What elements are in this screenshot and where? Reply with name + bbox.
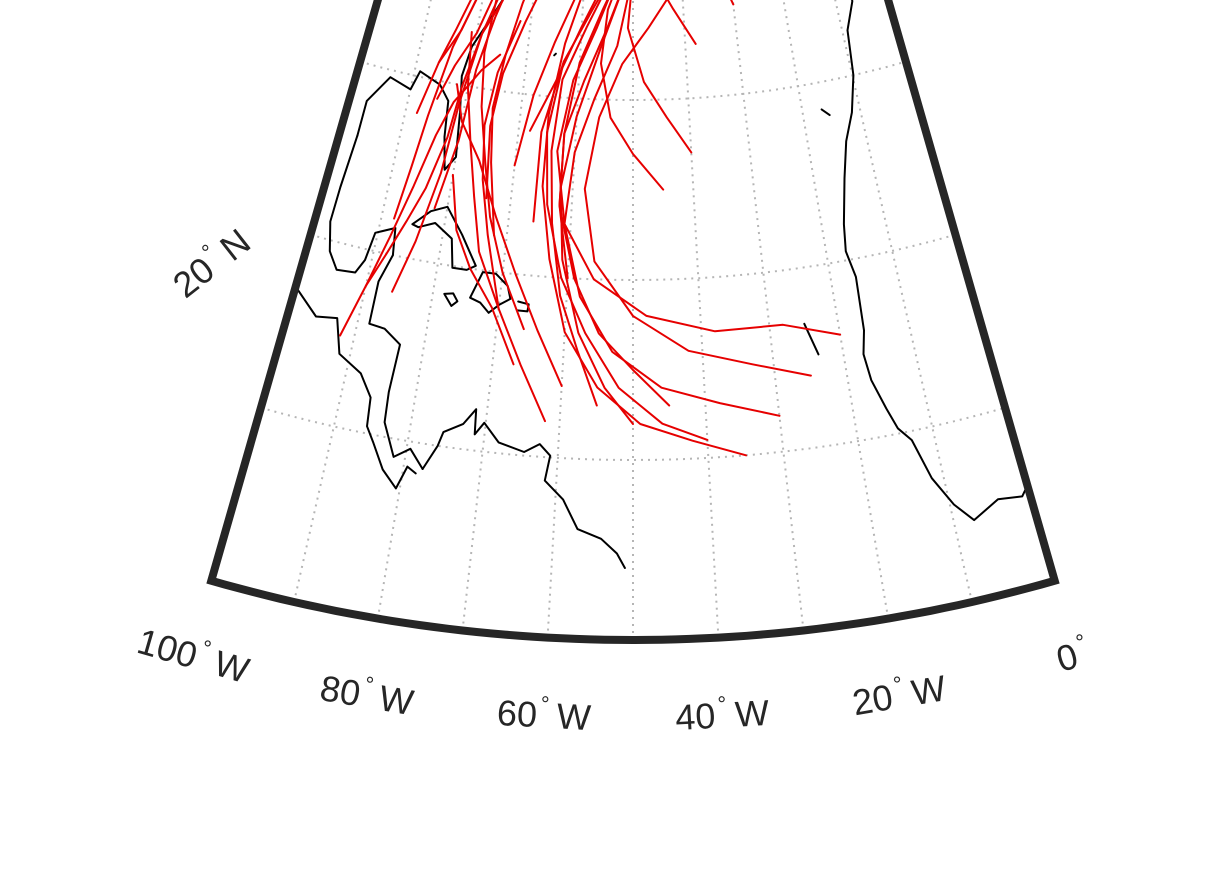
longitude-label-20w-value: 20 (849, 676, 895, 723)
coastline-mexico-central-america (328, 134, 424, 470)
longitude-label-20w-hemisphere: W (908, 667, 948, 713)
hurricane-track-7 (415, 0, 595, 114)
coastline-europe-africa (758, 0, 1055, 522)
hurricane-track-22 (558, 0, 671, 407)
map-content (211, 0, 1055, 640)
hurricane-track-13 (451, 173, 515, 366)
hurricane-track-24 (541, 0, 747, 457)
hurricane-track-16 (513, 0, 737, 167)
longitude-label-20w: 20° W (849, 664, 949, 723)
coastline-cuba (411, 205, 477, 271)
hurricane-track-5 (436, 0, 565, 100)
longitude-label-40w-hemisphere: W (734, 692, 770, 735)
hurricane-track-4 (391, 0, 507, 293)
hurricane-track-10 (480, 0, 525, 331)
longitude-label-60w-hemisphere: W (556, 695, 592, 738)
hurricane-track-32 (610, 0, 697, 45)
coastline-canary-islands (820, 108, 831, 117)
longitude-label-80w-value: 80 (317, 667, 363, 714)
longitude-label-40w: 40° W (674, 689, 770, 738)
hurricane-track-27 (556, 0, 842, 336)
coastline-bermuda (553, 52, 557, 57)
hurricane-track-20 (550, 0, 705, 407)
hurricane-track-21 (559, 0, 678, 425)
longitude-labels: 100°W 80°W 60° W 40° W 20° W0° (133, 620, 1089, 738)
longitude-label-20w-degree-mark: ° (891, 671, 904, 697)
hurricane-track-25 (563, 0, 781, 417)
longitude-label-80w-hemisphere: W (376, 677, 416, 723)
hurricane-track-1 (339, 53, 502, 337)
hurricane-track-8 (437, 0, 520, 64)
longitude-label-80w: 80°W (317, 664, 417, 723)
hurricane-track-6 (433, 0, 519, 210)
map-frame (206, 0, 1060, 645)
longitude-label-60w: 60° W (496, 689, 592, 738)
hurricane-track-26 (583, 0, 812, 377)
longitude-label-40w-degree-mark: ° (717, 691, 727, 716)
hurricane-track-14 (490, 0, 634, 237)
parallel-30 (359, 60, 907, 101)
coastlines (278, 0, 1055, 569)
hurricane-track-28 (600, 0, 714, 191)
hurricane-tracks (339, 0, 842, 457)
longitude-label-40w-value: 40 (674, 695, 716, 738)
longitude-label-80w-degree-mark: ° (363, 671, 376, 697)
hurricane-track-29 (626, 0, 703, 154)
coastline-south-america-north (421, 408, 626, 569)
longitude-label-60w-value: 60 (496, 692, 538, 735)
longitude-label-60w-degree-mark: ° (540, 691, 550, 716)
coastline-jamaica (443, 292, 459, 307)
hurricane-track-11 (456, 83, 563, 387)
graticule (211, 0, 1055, 640)
coastline-north-america-east (356, 0, 615, 171)
coastline-pacific-coast (278, 224, 417, 490)
hurricane-track-9 (466, 31, 500, 310)
hurricane-track-12 (481, 20, 546, 423)
hurricane-track-15 (485, 0, 627, 200)
